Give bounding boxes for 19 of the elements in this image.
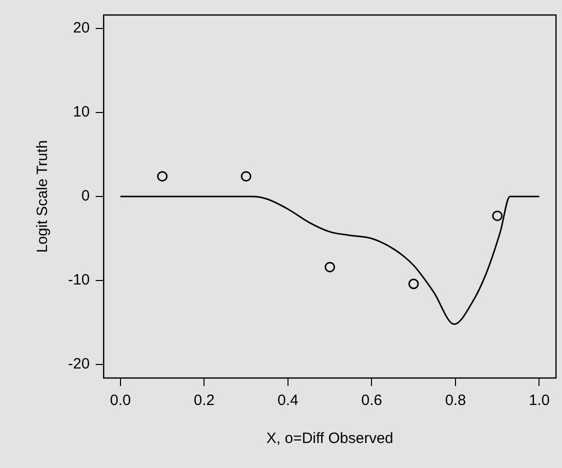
y-tick-label: 20	[72, 20, 90, 37]
x-axis-title: X, o=Diff Observed	[266, 430, 394, 448]
point	[240, 171, 252, 182]
y-axis-title: Logit Scale Truth	[34, 140, 52, 253]
line-series	[120, 196, 540, 325]
point	[324, 262, 336, 272]
x-tick-label: 0.6	[361, 392, 382, 410]
y-tick-label: -10	[68, 272, 90, 289]
x-tick-label: 1.0	[528, 392, 550, 410]
point	[492, 210, 503, 222]
y-tick-label: 0	[81, 188, 90, 205]
x-tick-label: 0.2	[194, 392, 215, 410]
point	[408, 278, 419, 290]
x-tick-label: 0.4	[278, 392, 298, 410]
x-tick-label: 0.8	[445, 392, 466, 410]
y-tick-label: 10	[72, 104, 90, 121]
point	[157, 171, 168, 182]
y-tick-label: -20	[68, 356, 90, 373]
x-tick-label: 0.0	[110, 392, 131, 410]
